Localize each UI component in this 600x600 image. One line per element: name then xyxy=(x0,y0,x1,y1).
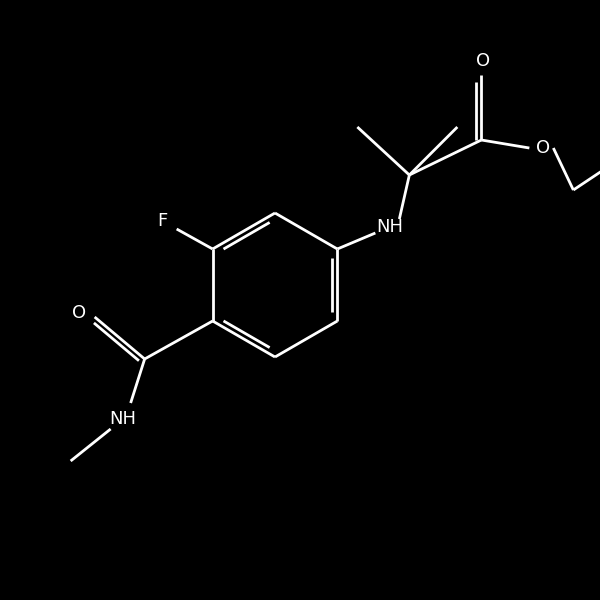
Text: O: O xyxy=(71,304,86,322)
Text: NH: NH xyxy=(109,410,136,428)
Text: F: F xyxy=(158,212,168,230)
Text: O: O xyxy=(476,52,490,70)
Text: O: O xyxy=(536,139,550,157)
Text: NH: NH xyxy=(376,218,403,236)
